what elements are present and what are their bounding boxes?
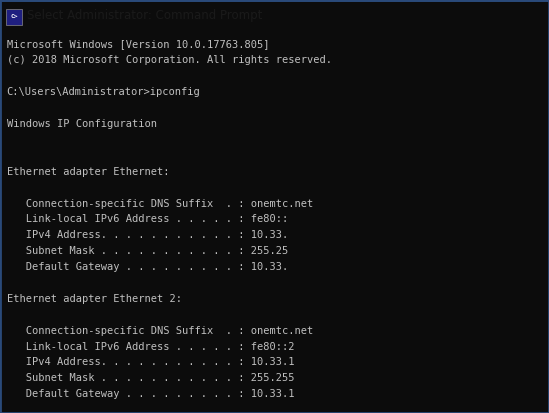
Text: IPv4 Address. . . . . . . . . . . : 10.33.1: IPv4 Address. . . . . . . . . . . : 10.3… — [7, 358, 294, 368]
Text: Subnet Mask . . . . . . . . . . . : 255.255: Subnet Mask . . . . . . . . . . . : 255.… — [7, 373, 294, 383]
Text: C>: C> — [10, 14, 18, 19]
Text: Connection-specific DNS Suffix  . : onemtc.net: Connection-specific DNS Suffix . : onemt… — [7, 326, 313, 336]
Text: Default Gateway . . . . . . . . . : 10.33.: Default Gateway . . . . . . . . . : 10.3… — [7, 262, 288, 272]
Text: Ethernet adapter Ethernet:: Ethernet adapter Ethernet: — [7, 167, 169, 177]
Text: Select Administrator: Command Prompt: Select Administrator: Command Prompt — [27, 9, 262, 21]
Text: IPv4 Address. . . . . . . . . . . : 10.33.: IPv4 Address. . . . . . . . . . . : 10.3… — [7, 230, 288, 240]
Text: Link-local IPv6 Address . . . . . : fe80::: Link-local IPv6 Address . . . . . : fe80… — [7, 214, 288, 224]
Text: Subnet Mask . . . . . . . . . . . : 255.25: Subnet Mask . . . . . . . . . . . : 255.… — [7, 246, 288, 256]
Text: Link-local IPv6 Address . . . . . : fe80::2: Link-local IPv6 Address . . . . . : fe80… — [7, 342, 294, 351]
Text: (c) 2018 Microsoft Corporation. All rights reserved.: (c) 2018 Microsoft Corporation. All righ… — [7, 55, 332, 66]
Text: Windows IP Configuration: Windows IP Configuration — [7, 119, 156, 129]
Text: Default Gateway . . . . . . . . . : 10.33.1: Default Gateway . . . . . . . . . : 10.3… — [7, 389, 294, 399]
Text: Microsoft Windows [Version 10.0.17763.805]: Microsoft Windows [Version 10.0.17763.80… — [7, 40, 269, 50]
Bar — [6, 9, 22, 25]
Text: Ethernet adapter Ethernet 2:: Ethernet adapter Ethernet 2: — [7, 294, 182, 304]
Text: Connection-specific DNS Suffix  . : onemtc.net: Connection-specific DNS Suffix . : onemt… — [7, 199, 313, 209]
Text: C:\Users\Administrator>ipconfig: C:\Users\Administrator>ipconfig — [7, 87, 200, 97]
